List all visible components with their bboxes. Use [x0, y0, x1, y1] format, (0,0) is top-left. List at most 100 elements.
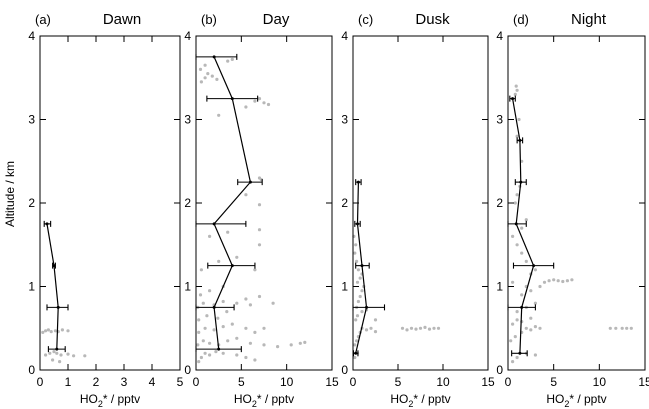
profile-mean-marker: [248, 180, 252, 184]
data-point: [409, 326, 414, 330]
profile-mean-marker: [230, 97, 234, 101]
x-tick-label: 15: [325, 375, 339, 389]
data-point: [570, 278, 574, 282]
data-point: [197, 360, 201, 364]
panel-title: Dawn: [103, 11, 141, 28]
x-tick-label: 4: [149, 375, 156, 389]
data-point: [46, 328, 51, 332]
data-point: [354, 243, 358, 247]
y-tick-label: 2: [496, 196, 503, 210]
data-point: [547, 279, 551, 283]
profile-mean-marker: [518, 351, 522, 355]
data-point: [235, 255, 239, 259]
y-tick-label: 0: [341, 363, 348, 377]
x-tick-label: 5: [238, 375, 245, 389]
data-point: [515, 310, 519, 314]
data-point: [212, 328, 216, 332]
x-tick-label: 10: [593, 375, 607, 389]
data-point: [266, 102, 271, 107]
data-point: [369, 326, 373, 330]
y-tick-label: 4: [341, 29, 348, 43]
y-tick-label: 3: [28, 113, 35, 127]
data-point: [561, 279, 565, 284]
plot-frame: [507, 35, 646, 371]
data-point: [614, 326, 618, 330]
data-point: [533, 325, 538, 329]
data-point: [53, 329, 58, 333]
data-point: [201, 339, 205, 343]
data-point: [210, 74, 214, 78]
data-point: [529, 328, 533, 332]
x-tick-label: 15: [481, 375, 495, 389]
data-point: [216, 316, 220, 320]
data-point: [629, 326, 633, 330]
profile-mean-marker: [52, 264, 56, 268]
data-point: [248, 303, 252, 307]
x-tick-label: 0: [37, 375, 44, 389]
profile-mean-marker: [360, 264, 364, 268]
profile-line: [46, 223, 59, 350]
data-point: [226, 230, 230, 234]
plot-frame: [352, 35, 489, 371]
x-tick-label: 2: [93, 375, 100, 389]
data-point: [358, 276, 362, 280]
data-point: [44, 329, 48, 333]
data-point: [355, 339, 359, 343]
data-point: [244, 193, 248, 197]
data-point: [199, 268, 203, 272]
data-point: [524, 326, 528, 330]
data-point: [262, 343, 266, 347]
data-point: [253, 358, 257, 362]
data-point: [83, 354, 87, 358]
data-point: [353, 251, 357, 255]
plot-frame: [39, 35, 181, 371]
data-point: [203, 63, 207, 67]
x-axis-label-part: HO: [390, 392, 408, 406]
data-point: [55, 351, 59, 355]
panel-letter: (b): [201, 12, 217, 27]
data-point: [203, 351, 207, 355]
data-point: [257, 228, 262, 232]
data-point: [59, 353, 63, 357]
data-point: [235, 301, 239, 305]
data-point: [356, 299, 360, 304]
data-point: [353, 355, 357, 360]
x-axis-label: HO2* / pptv: [80, 392, 140, 409]
data-point: [360, 310, 364, 314]
data-point: [257, 203, 262, 207]
panel-letter: (d): [513, 12, 529, 27]
data-point: [542, 280, 547, 284]
data-point: [355, 259, 359, 263]
data-point: [405, 328, 409, 332]
data-point: [360, 289, 364, 293]
y-tick-label: 0: [496, 363, 503, 377]
profile-mean-marker: [212, 222, 216, 226]
data-point: [208, 234, 212, 238]
data-point: [235, 353, 239, 357]
data-point: [253, 268, 257, 272]
profile-mean-marker: [230, 264, 234, 268]
data-point: [513, 201, 517, 205]
x-tick-label: 10: [436, 375, 450, 389]
data-point: [533, 268, 538, 272]
data-point: [276, 345, 280, 349]
data-point: [66, 329, 70, 333]
x-axis-label-subscript: 2: [408, 399, 413, 409]
x-tick-label: 5: [550, 375, 557, 389]
data-point: [510, 322, 515, 326]
data-point: [253, 99, 257, 103]
profile-mean-marker: [55, 347, 59, 351]
data-point: [208, 341, 212, 345]
profile-mean-marker: [45, 222, 49, 226]
x-tick-label: 0: [505, 375, 512, 389]
data-point: [214, 350, 218, 354]
data-point: [524, 218, 528, 222]
data-point: [271, 301, 275, 305]
profile-mean-marker: [514, 222, 518, 226]
data-point: [253, 330, 257, 334]
data-point: [244, 355, 248, 360]
profile-mean-marker: [532, 264, 536, 268]
data-point: [427, 327, 432, 331]
